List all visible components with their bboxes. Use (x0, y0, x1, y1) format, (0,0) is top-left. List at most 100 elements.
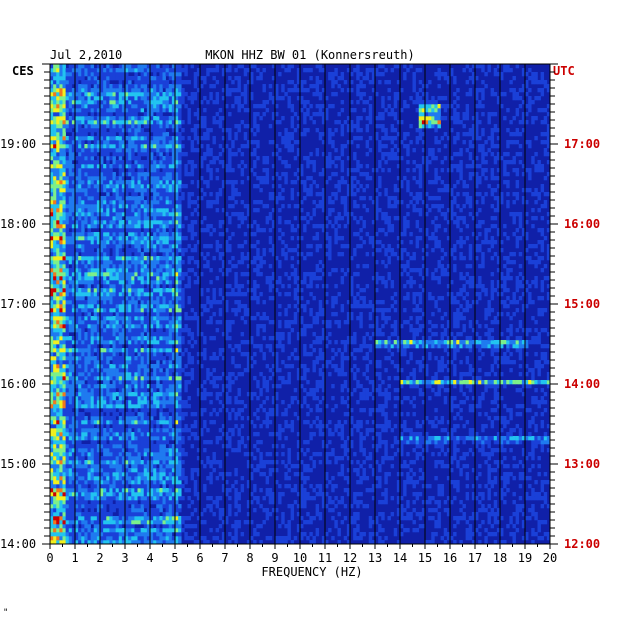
heatmap-cell (53, 536, 57, 541)
heatmap-cell (87, 308, 91, 313)
heatmap-cell (487, 340, 491, 345)
heatmap-cell (487, 332, 491, 337)
heatmap-cell (100, 440, 104, 445)
heatmap-cell (178, 536, 182, 541)
heatmap-cell (128, 508, 132, 513)
heatmap-cell (171, 540, 176, 545)
heatmap-cell (62, 388, 66, 393)
heatmap-cell (171, 320, 176, 325)
heatmap-cell (225, 392, 229, 397)
heatmap-cell (418, 364, 423, 369)
heatmap-cell (356, 512, 360, 517)
heatmap-cell (156, 332, 160, 337)
heatmap-cell (162, 512, 166, 517)
heatmap-cell (546, 436, 551, 441)
heatmap-cell (165, 360, 170, 365)
heatmap-cell (53, 524, 57, 529)
heatmap-cell (190, 432, 195, 437)
heatmap-cell (150, 520, 154, 525)
heatmap-cell (384, 396, 388, 401)
heatmap-cell (106, 540, 110, 545)
heatmap-cell (365, 432, 370, 437)
heatmap-cell (209, 380, 213, 385)
heatmap-cell (56, 508, 60, 513)
heatmap-cell (109, 336, 113, 341)
heatmap-cell (293, 464, 298, 469)
heatmap-cell (96, 360, 101, 365)
heatmap-cell (278, 500, 282, 505)
heatmap-cell (103, 512, 107, 517)
heatmap-cell (165, 324, 170, 329)
heatmap-cell (290, 400, 295, 405)
heatmap-cell (78, 404, 82, 409)
heatmap-cell (140, 312, 145, 317)
heatmap-cell (81, 404, 85, 409)
heatmap-cell (215, 376, 220, 381)
heatmap-cell (96, 508, 101, 513)
heatmap-cell (531, 380, 535, 385)
heatmap-cell (256, 332, 260, 337)
heatmap-cell (209, 316, 213, 321)
heatmap-cell (115, 316, 120, 321)
heatmap-cell (321, 500, 326, 505)
heatmap-cell (165, 536, 170, 541)
heatmap-cell (143, 476, 148, 481)
heatmap-cell (137, 412, 141, 417)
heatmap-cell (418, 340, 423, 345)
heatmap-cell (100, 528, 104, 533)
heatmap-cell (90, 480, 95, 485)
heatmap-cell (165, 348, 170, 353)
heatmap-cell (100, 312, 104, 317)
heatmap-cell (343, 344, 348, 349)
heatmap-cell (540, 536, 545, 541)
heatmap-cell (128, 340, 132, 345)
heatmap-cell (296, 452, 301, 457)
heatmap-cell (390, 428, 395, 433)
heatmap-cell (118, 372, 123, 377)
heatmap-cell (100, 304, 104, 309)
heatmap-cell (78, 512, 82, 517)
heatmap-cell (50, 312, 54, 317)
heatmap-cell (231, 428, 235, 433)
heatmap-cell (65, 304, 70, 309)
heatmap-cell (212, 512, 216, 517)
heatmap-cell (287, 304, 291, 309)
heatmap-cell (71, 324, 76, 329)
heatmap-cell (303, 352, 307, 357)
heatmap-cell (150, 348, 154, 353)
heatmap-cell (215, 392, 220, 397)
heatmap-cell (406, 476, 410, 481)
heatmap-cell (346, 524, 351, 529)
heatmap-cell (256, 468, 260, 473)
heatmap-cell (106, 304, 110, 309)
heatmap-cell (50, 344, 54, 349)
heatmap-cell (178, 528, 182, 533)
heatmap-cell (456, 464, 460, 469)
heatmap-cell (434, 464, 438, 469)
heatmap-cell (100, 404, 104, 409)
heatmap-cell (346, 480, 351, 485)
heatmap-cell (518, 356, 523, 361)
heatmap-cell (203, 352, 207, 357)
heatmap-cell (112, 464, 116, 469)
heatmap-cell (150, 312, 154, 317)
heatmap-cell (87, 532, 91, 537)
heatmap-cell (375, 432, 379, 437)
heatmap-cell (453, 456, 457, 461)
heatmap-cell (68, 380, 73, 385)
heatmap-cell (75, 480, 79, 485)
heatmap-cell (256, 432, 260, 437)
heatmap-cell (284, 540, 288, 545)
heatmap-cell (396, 440, 401, 445)
heatmap-cell (275, 412, 279, 417)
heatmap-cell (146, 484, 151, 489)
heatmap-cell (150, 408, 154, 413)
heatmap-cell (493, 436, 498, 441)
heatmap-cell (53, 344, 57, 349)
heatmap-cell (50, 424, 54, 429)
heatmap-cell (106, 360, 110, 365)
heatmap-cell (81, 436, 85, 441)
heatmap-cell (178, 440, 182, 445)
heatmap-cell (181, 468, 185, 473)
heatmap-cell (137, 536, 141, 541)
